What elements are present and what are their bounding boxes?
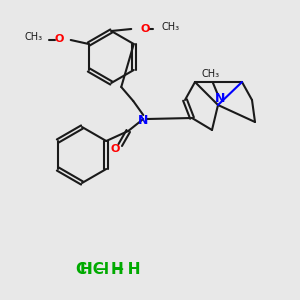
- Text: N: N: [138, 115, 148, 128]
- Text: CH₃: CH₃: [202, 69, 220, 79]
- Text: CH₃: CH₃: [161, 22, 179, 32]
- Text: N: N: [215, 92, 225, 104]
- Text: O: O: [54, 34, 63, 44]
- Text: Cl − H: Cl − H: [76, 262, 124, 278]
- Text: CH₃: CH₃: [25, 32, 43, 42]
- Text: O: O: [141, 24, 150, 34]
- Text: O: O: [111, 144, 120, 154]
- Text: HCl − H: HCl − H: [80, 262, 140, 278]
